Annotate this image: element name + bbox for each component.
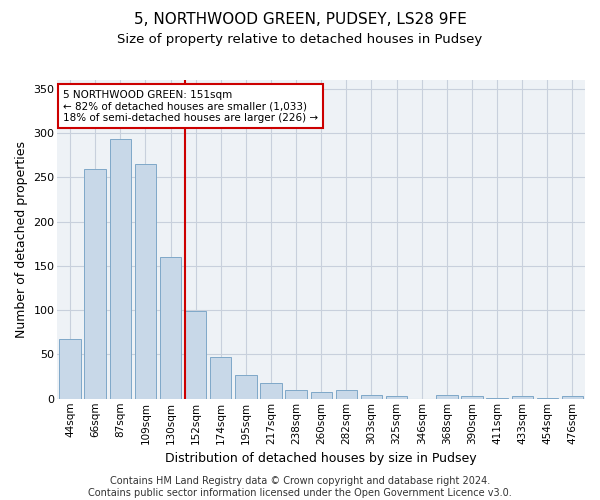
Bar [536,398,558,399]
Bar [562,396,583,399]
Bar [286,390,307,399]
Text: Size of property relative to detached houses in Pudsey: Size of property relative to detached ho… [118,32,482,46]
Bar [436,395,458,399]
Bar [235,375,257,399]
Text: 5 NORTHWOOD GREEN: 151sqm
← 82% of detached houses are smaller (1,033)
18% of se: 5 NORTHWOOD GREEN: 151sqm ← 82% of detac… [63,90,318,123]
Y-axis label: Number of detached properties: Number of detached properties [15,141,28,338]
Bar [135,164,156,399]
Bar [335,390,357,399]
Text: Contains HM Land Registry data © Crown copyright and database right 2024.
Contai: Contains HM Land Registry data © Crown c… [88,476,512,498]
Bar [110,140,131,399]
Bar [160,257,181,399]
Bar [210,357,232,399]
Bar [487,398,508,399]
Bar [361,395,382,399]
Bar [386,396,407,399]
Bar [512,396,533,399]
Text: 5, NORTHWOOD GREEN, PUDSEY, LS28 9FE: 5, NORTHWOOD GREEN, PUDSEY, LS28 9FE [134,12,466,28]
Bar [461,396,482,399]
Bar [185,311,206,399]
Bar [311,392,332,399]
Bar [85,168,106,399]
Bar [59,338,80,399]
Bar [260,383,281,399]
X-axis label: Distribution of detached houses by size in Pudsey: Distribution of detached houses by size … [166,452,477,465]
